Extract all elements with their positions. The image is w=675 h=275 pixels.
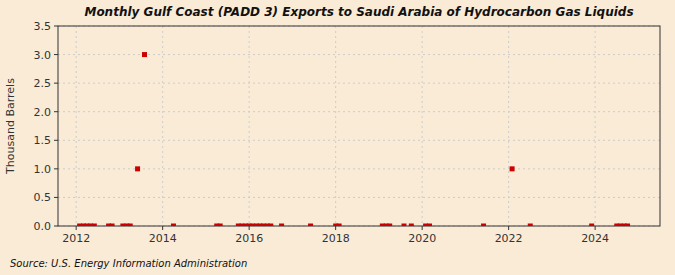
annotation: Source: U.S. Energy Information Administ… bbox=[10, 258, 247, 269]
grid-line bbox=[58, 83, 660, 84]
title: Monthly Gulf Coast (PADD 3) Exports to S… bbox=[84, 5, 633, 19]
tick-label: 0.0 bbox=[34, 220, 52, 233]
tick-label: 2012 bbox=[62, 232, 90, 245]
point bbox=[279, 224, 284, 227]
point bbox=[510, 166, 515, 171]
tick-label: 2.0 bbox=[34, 106, 52, 119]
points bbox=[77, 52, 630, 226]
point bbox=[409, 224, 414, 227]
grid-line bbox=[58, 140, 660, 141]
tick bbox=[335, 226, 336, 230]
grid-line bbox=[76, 26, 77, 226]
tick-label: 0.5 bbox=[34, 191, 52, 204]
tick-label: 2014 bbox=[149, 232, 177, 245]
axes: 2012 2014 2016 2018 2020 2022 2024 0.0 0.5 1.0 1.5… bbox=[34, 20, 661, 245]
axis-label: Thousand Barrels bbox=[4, 78, 17, 175]
tick bbox=[508, 226, 509, 230]
grid-line bbox=[162, 26, 163, 226]
point bbox=[337, 224, 342, 227]
tick-label: 2.5 bbox=[34, 77, 52, 90]
tick bbox=[249, 226, 250, 230]
point bbox=[589, 224, 594, 227]
grid-line bbox=[335, 26, 336, 226]
point bbox=[427, 224, 432, 227]
tick bbox=[54, 197, 58, 198]
tick bbox=[162, 226, 163, 230]
grid-line bbox=[58, 111, 660, 112]
point bbox=[110, 224, 115, 227]
tick-label: 1.5 bbox=[34, 134, 52, 147]
grid-line bbox=[58, 54, 660, 55]
point bbox=[142, 52, 147, 57]
tick-label: 1.0 bbox=[34, 163, 52, 176]
tick bbox=[54, 168, 58, 169]
tick bbox=[54, 140, 58, 141]
point bbox=[92, 224, 97, 227]
grid bbox=[58, 26, 660, 226]
background bbox=[0, 0, 675, 275]
grid-line bbox=[58, 168, 660, 169]
tick-label: 3.5 bbox=[34, 20, 52, 33]
tick bbox=[54, 54, 58, 55]
tick bbox=[54, 26, 58, 27]
point bbox=[625, 224, 630, 227]
chart: 2012 2014 2016 2018 2020 2022 2024 0.0 0.5 1.0 1.5… bbox=[0, 0, 675, 275]
tick bbox=[54, 226, 58, 227]
tick-label: 2022 bbox=[495, 232, 523, 245]
point bbox=[401, 224, 406, 227]
tick-label: 2024 bbox=[581, 232, 609, 245]
tick-label: 3.0 bbox=[34, 49, 52, 62]
point bbox=[528, 224, 533, 227]
tick bbox=[76, 226, 77, 230]
point bbox=[171, 224, 176, 227]
tick bbox=[54, 83, 58, 84]
point bbox=[268, 224, 273, 227]
tick bbox=[422, 226, 423, 230]
grid-line bbox=[58, 197, 660, 198]
tick-label: 2018 bbox=[322, 232, 350, 245]
tick bbox=[595, 226, 596, 230]
tick-label: 2016 bbox=[235, 232, 263, 245]
point bbox=[135, 166, 140, 171]
point bbox=[481, 224, 486, 227]
grid-line bbox=[422, 26, 423, 226]
grid-line bbox=[595, 26, 596, 226]
point bbox=[128, 224, 133, 227]
plot-frame bbox=[58, 26, 660, 226]
grid-line bbox=[249, 26, 250, 226]
tick-label: 2020 bbox=[408, 232, 436, 245]
tick bbox=[54, 111, 58, 112]
grid-line bbox=[508, 26, 509, 226]
point bbox=[218, 224, 223, 227]
point bbox=[308, 224, 313, 227]
point bbox=[387, 224, 392, 227]
